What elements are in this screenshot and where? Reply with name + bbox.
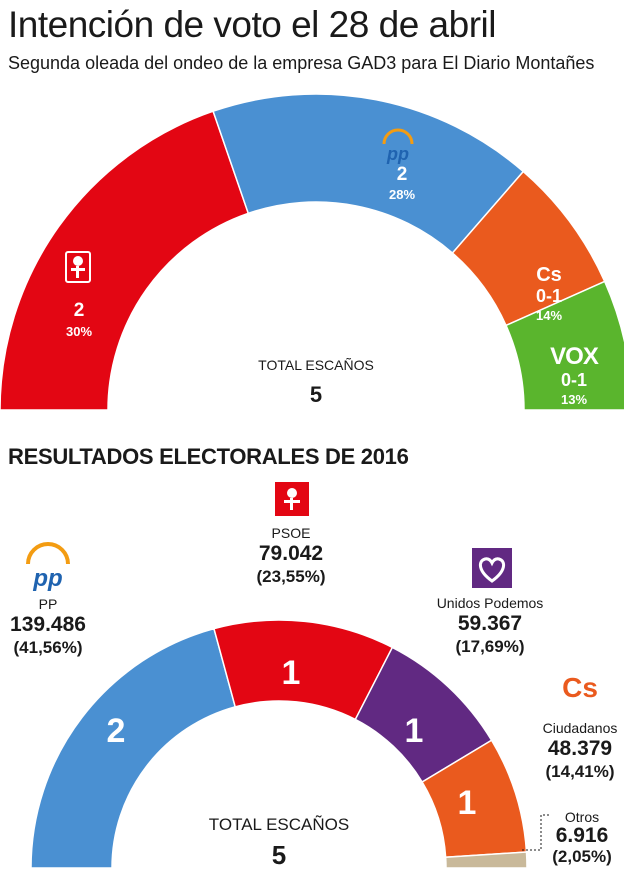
c2-psoe-percent: (23,55%): [257, 567, 326, 586]
c1-pp-seats: 2: [397, 164, 408, 185]
c1-vox-logo: VOX: [550, 343, 599, 370]
c2-otros-votes: 6.916: [556, 824, 609, 847]
c2-cs-votes: 48.379: [548, 737, 612, 760]
svg-text:pp: pp: [32, 565, 62, 592]
c2-podemos-percent: (17,69%): [456, 637, 525, 656]
podemos-heart-icon: [472, 548, 512, 588]
c2-pp-seats: 2: [107, 712, 126, 750]
page-subtitle: Segunda oleada del ondeo de la empresa G…: [8, 53, 595, 73]
c1-slice-vox: [505, 280, 624, 411]
c1-psoe-percent: 30%: [66, 324, 92, 339]
c2-cs-logo: Cs: [562, 672, 598, 703]
psoe-logo-icon: [65, 251, 91, 283]
c2-cs-name: Ciudadanos: [543, 720, 618, 736]
c2-slice-otros: [444, 851, 528, 869]
c1-pp-label: pp 2 28%: [382, 128, 415, 202]
chart-2016: 2 1 1 1 pp PP 139.486 (41,56%) PSOE 79.0…: [10, 482, 617, 870]
c1-total-value: 5: [310, 382, 322, 407]
c2-podemos-name: Unidos Podemos: [437, 595, 544, 611]
c2-psoe-label: PSOE 79.042 (23,55%): [257, 482, 326, 586]
c2-podemos-seats: 1: [405, 712, 424, 750]
c2-pp-votes: 139.486: [10, 613, 86, 636]
c1-vox-percent: 13%: [561, 392, 587, 407]
pp-logo-icon: pp: [382, 128, 414, 164]
c2-pp-name: PP: [39, 596, 58, 612]
c1-pp-percent: 28%: [389, 187, 415, 202]
c1-slices: [0, 93, 624, 411]
pp-logo-icon: pp: [26, 542, 70, 592]
psoe-logo-icon: [275, 482, 309, 516]
c1-cs-percent: 14%: [536, 308, 562, 323]
c1-cs-logo: Cs: [536, 264, 562, 286]
c1-vox-seats: 0-1: [561, 370, 587, 390]
c2-slice-pp: [30, 627, 237, 869]
c2-pp-label: pp PP 139.486 (41,56%): [10, 542, 86, 657]
c2-podemos-votes: 59.367: [458, 612, 522, 635]
c2-cs-percent: (14,41%): [546, 762, 615, 781]
c2-slices: [30, 619, 528, 869]
c1-cs-label: Cs 0-1 14%: [536, 264, 562, 323]
c2-cs-label: Cs Ciudadanos 48.379 (14,41%): [543, 672, 618, 781]
c2-psoe-votes: 79.042: [259, 542, 323, 565]
c2-psoe-name: PSOE: [272, 525, 311, 541]
page-title: Intención de voto el 28 de abril: [8, 4, 496, 45]
c1-slice-psoe: [0, 110, 250, 411]
c2-podemos-label: Unidos Podemos 59.367 (17,69%): [437, 548, 544, 656]
c2-total-label: TOTAL ESCAÑOS: [209, 815, 349, 834]
c2-total-value: 5: [272, 840, 286, 870]
svg-text:pp: pp: [386, 144, 409, 164]
c2-cs-seats: 1: [458, 784, 477, 822]
section-title-2016: RESULTADOS ELECTORALES DE 2016: [8, 444, 409, 469]
c2-otros-label: Otros 6.916 (2,05%): [522, 809, 612, 866]
chart-2019: 2 30% pp 2 28% Cs 0-1 14% VOX 0-1 13% TO…: [0, 93, 624, 411]
c1-psoe-label: 2 30%: [65, 251, 92, 339]
c1-vox-label: VOX 0-1 13%: [550, 343, 600, 407]
otros-leader-line: [522, 814, 551, 851]
c1-cs-seats: 0-1: [536, 286, 562, 306]
c2-pp-percent: (41,56%): [14, 638, 83, 657]
c2-otros-percent: (2,05%): [552, 847, 612, 866]
c2-otros-name: Otros: [565, 809, 599, 825]
c1-psoe-seats: 2: [74, 300, 85, 321]
c2-psoe-seats: 1: [282, 654, 301, 692]
c1-total-label: TOTAL ESCAÑOS: [258, 357, 374, 373]
